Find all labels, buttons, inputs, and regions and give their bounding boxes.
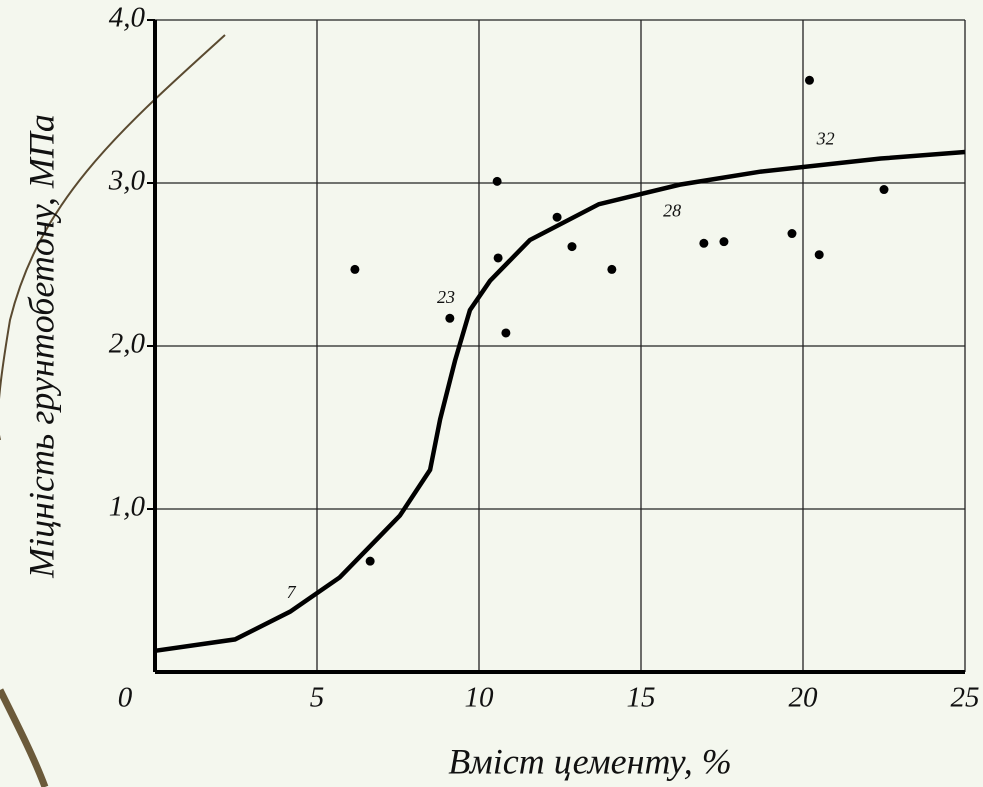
annotation: 7 [287, 582, 297, 602]
data-point [350, 264, 360, 274]
y-tick-label: 1,0 [109, 491, 146, 523]
data-point [567, 242, 577, 252]
x-tick-label: 15 [627, 682, 656, 714]
data-point [787, 229, 797, 239]
y-axis-title: Міцність грунтобетону, МПа [21, 114, 61, 579]
x-tick-label: 10 [465, 682, 495, 714]
y-tick-label: 3,0 [108, 165, 146, 197]
data-point [814, 250, 824, 260]
data-point [501, 328, 511, 338]
data-point [365, 556, 375, 566]
annotation: 28 [663, 200, 681, 220]
data-point [445, 313, 455, 323]
data-point [552, 212, 562, 222]
fit-curve [154, 149, 966, 654]
annotation: 23 [437, 287, 455, 307]
decoration [0, 688, 49, 787]
data-point [607, 264, 617, 274]
data-point [493, 253, 503, 263]
decoration [0, 34, 226, 440]
x-tick-label: 5 [310, 682, 325, 714]
x-tick-label: 0 [118, 682, 133, 714]
x-tick-label: 25 [951, 682, 980, 714]
x-axis-title: Вміст цементу, % [448, 741, 732, 781]
y-tick-label: 4,0 [109, 2, 146, 34]
data-point [804, 75, 814, 85]
data-point [719, 237, 729, 247]
y-tick-label: 2,0 [109, 328, 146, 360]
data-point [492, 176, 502, 186]
x-tick-label: 20 [789, 682, 819, 714]
annotation: 32 [816, 129, 835, 149]
data-point [699, 238, 709, 248]
data-point [879, 185, 889, 195]
